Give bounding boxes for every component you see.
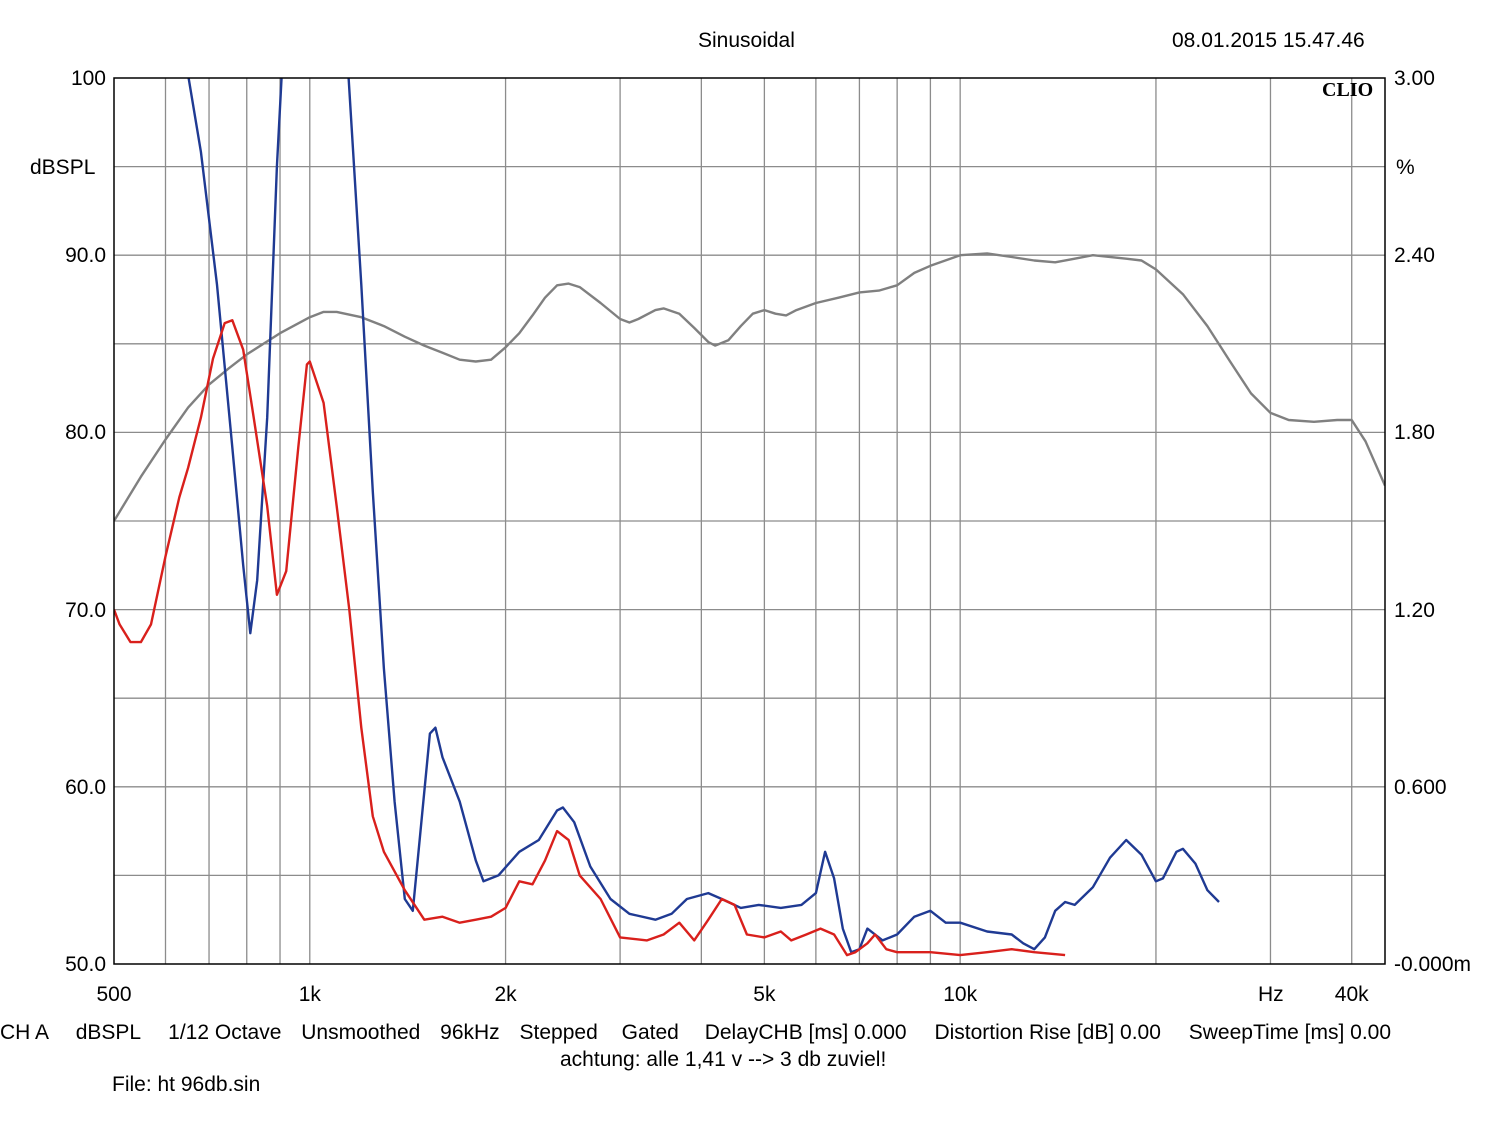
setting-resolution: 1/12 Octave [168, 1021, 282, 1044]
y-left-tick-label: 70.0 [65, 598, 106, 622]
x-tick-label: 1k [298, 983, 321, 1006]
setting-samplerate: 96kHz [440, 1021, 500, 1044]
distortion-red-line [114, 319, 1066, 957]
y-right-tick-label: 0.600 [1394, 775, 1447, 799]
x-unit: Hz [1258, 983, 1284, 1006]
y-left-tick-label: 100 [70, 67, 106, 90]
y-left-tick-label: 60.0 [65, 775, 106, 799]
setting-gated: Gated [621, 1021, 679, 1044]
clio-logo: CLIO [1322, 79, 1374, 101]
setting-channel: CH A [0, 1021, 48, 1044]
plot-frame [113, 77, 1386, 965]
y-right-tick-label: -0.000m [1394, 953, 1472, 976]
x-tick-label: 5k [753, 983, 776, 1006]
warning-note: achtung: alle 1,41 v --> 3 db zuviel! [560, 1048, 887, 1071]
grid-lines [114, 78, 1385, 964]
settings-row: CH A dBSPL 1/12 Octave Unsmoothed 96kHz … [0, 1022, 1391, 1043]
y-left-tick-label: 50.0 [65, 953, 106, 976]
data-curves [114, 78, 1385, 957]
file-name: File: ht 96db.sin [112, 1073, 261, 1096]
y-left-tick-label: 90.0 [65, 244, 106, 268]
y-right-tick-label: 2.40 [1394, 244, 1435, 268]
distortion-blue-line [187, 78, 1220, 954]
setting-mode: Stepped [519, 1021, 598, 1044]
setting-unit: dBSPL [75, 1021, 141, 1044]
timestamp: 08.01.2015 15.47.46 [1172, 29, 1365, 52]
setting-smoothing: Unsmoothed [301, 1021, 421, 1044]
y-right-tick-label: 1.80 [1394, 421, 1435, 445]
x-tick-label: 40k [1334, 983, 1369, 1006]
x-tick-label: 2k [494, 983, 517, 1006]
setting-distortion-rise: Distortion Rise [dB] 0.00 [934, 1021, 1161, 1044]
y-left-tick-label: 80.0 [65, 421, 106, 445]
x-tick-label: 500 [96, 983, 132, 1006]
x-tick-label: 10k [943, 983, 978, 1006]
y-right-tick-label: 1.20 [1394, 598, 1435, 622]
setting-sweeptime: SweepTime [ms] 0.00 [1188, 1021, 1392, 1044]
chart-title: Sinusoidal [698, 29, 795, 52]
y-left-unit: dBSPL [30, 156, 96, 179]
setting-delay: DelayCHB [ms] 0.000 [704, 1021, 907, 1044]
frequency-response-line [114, 252, 1385, 522]
y-right-tick-label: 3.00 [1394, 67, 1435, 90]
y-right-unit: % [1396, 156, 1415, 179]
